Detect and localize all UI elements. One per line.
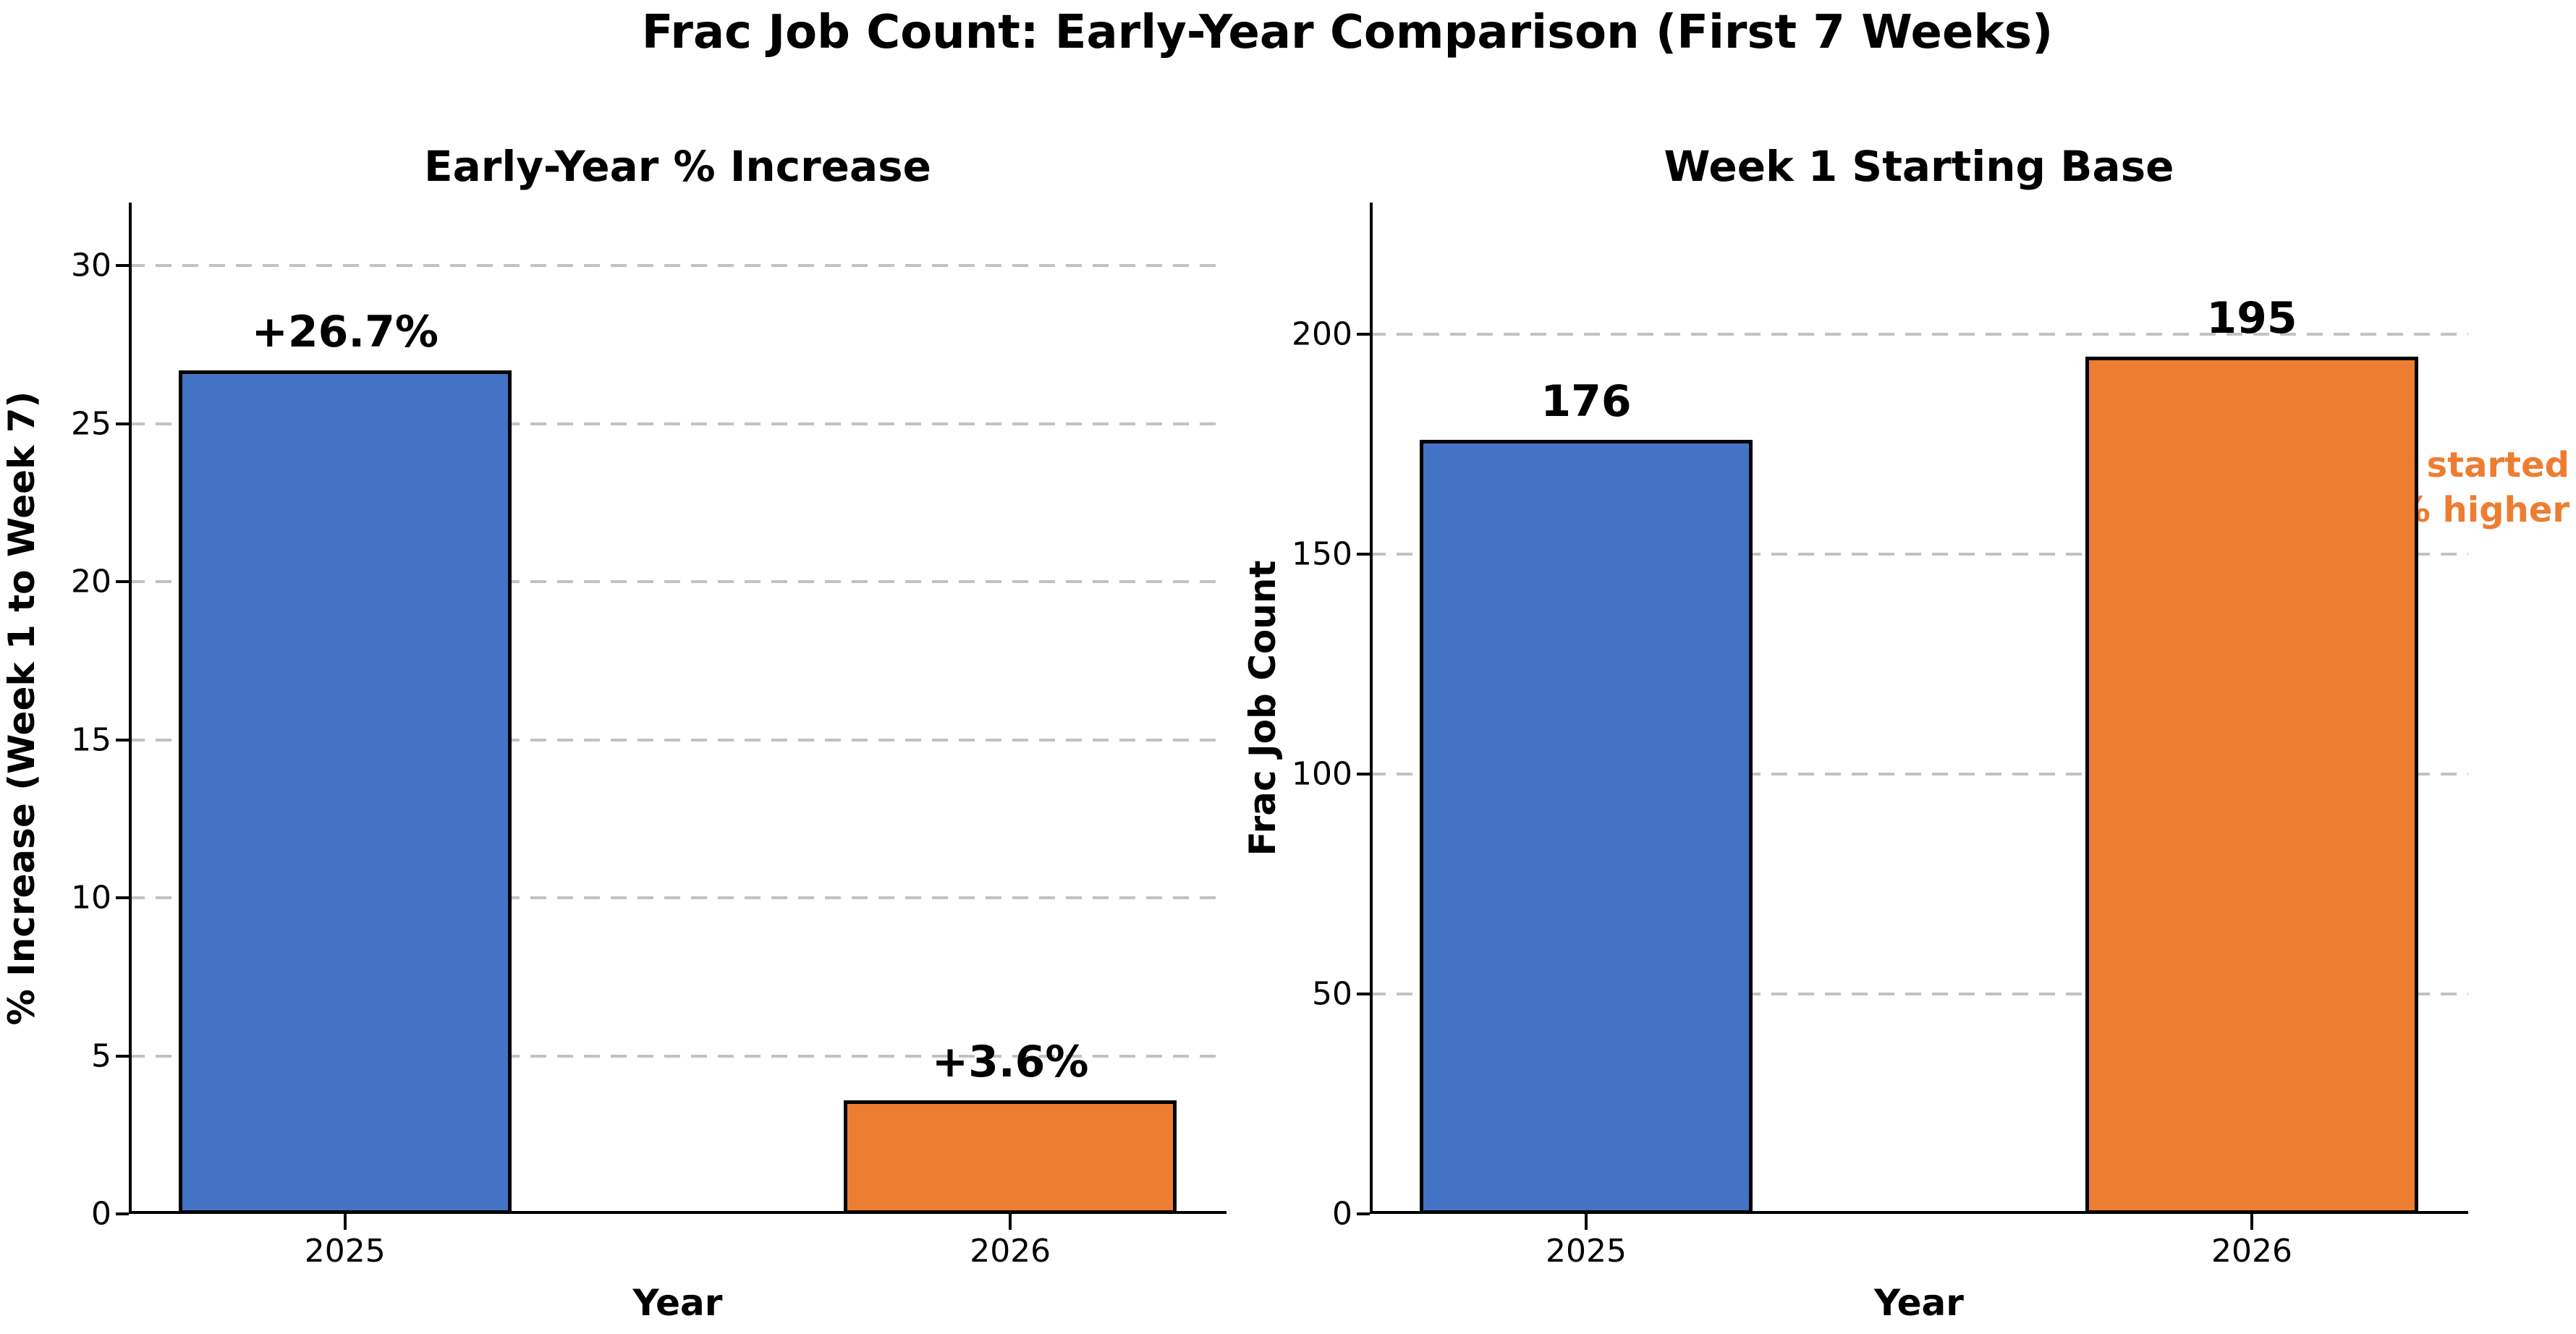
y-tick xyxy=(116,1054,129,1058)
x-tick xyxy=(2250,1214,2253,1230)
y-tick xyxy=(116,896,129,900)
gridline xyxy=(129,580,1226,584)
subplot-week1-base: Week 1 Starting Base Frac Job Count Year… xyxy=(1242,142,2569,1324)
gridline xyxy=(129,1054,1226,1058)
gridline xyxy=(129,738,1226,742)
y-tick xyxy=(1357,993,1370,996)
x-tick xyxy=(1585,1214,1588,1230)
gridline xyxy=(129,264,1226,268)
gridline xyxy=(129,422,1226,425)
y-tick xyxy=(1357,553,1370,556)
y-tick xyxy=(1357,1212,1370,1215)
gridline xyxy=(1370,773,2468,776)
main-title: Frac Job Count: Early-Year Comparison (F… xyxy=(641,6,2054,59)
y-tick xyxy=(116,422,129,425)
subplot-pct-increase: Early-Year % Increase % Increase (Week 1… xyxy=(1,142,1226,1324)
gridline xyxy=(1370,553,2468,556)
bar-2026 xyxy=(844,1100,1177,1214)
y-tick-label: 150 xyxy=(1292,535,1352,573)
bar-2025 xyxy=(178,370,512,1214)
bar-value-label: +3.6% xyxy=(931,1036,1089,1087)
bar-2026 xyxy=(2085,356,2418,1214)
bar-value-label: +26.7% xyxy=(251,306,439,357)
y-axis-spine xyxy=(129,203,132,1214)
bar-2025 xyxy=(1420,440,1753,1214)
y-tick-label: 5 xyxy=(91,1037,111,1075)
subplot-title: Week 1 Starting Base xyxy=(1664,142,2174,191)
x-axis-label: Year xyxy=(1874,1282,1964,1324)
y-tick-label: 25 xyxy=(71,405,111,443)
y-tick-label: 30 xyxy=(71,247,111,284)
subplot-title: Early-Year % Increase xyxy=(423,142,932,191)
x-tick-label: 2025 xyxy=(1546,1233,1627,1270)
x-axis-label: Year xyxy=(632,1282,723,1324)
y-tick-label: 10 xyxy=(71,879,111,917)
x-axis-spine xyxy=(1370,1211,2468,1214)
y-axis-label: Frac Job Count xyxy=(1242,560,1284,857)
gridline xyxy=(129,896,1226,900)
y-tick xyxy=(116,1212,129,1215)
y-tick xyxy=(116,738,129,742)
x-tick xyxy=(343,1214,347,1230)
gridline xyxy=(1370,333,2468,336)
y-tick-label: 15 xyxy=(71,721,111,759)
y-tick xyxy=(116,580,129,584)
gridline xyxy=(1370,993,2468,996)
bar-value-label: 176 xyxy=(1541,376,1632,428)
y-tick xyxy=(1357,333,1370,336)
x-axis-spine xyxy=(129,1211,1226,1214)
y-tick xyxy=(1357,773,1370,776)
y-tick xyxy=(116,264,129,268)
x-tick xyxy=(1009,1214,1012,1230)
y-tick-label: 20 xyxy=(71,563,111,600)
x-tick-label: 2026 xyxy=(970,1233,1051,1270)
y-axis-spine xyxy=(1370,203,1373,1214)
y-tick-label: 0 xyxy=(91,1195,111,1233)
x-tick-label: 2025 xyxy=(304,1233,386,1270)
x-tick-label: 2026 xyxy=(2211,1233,2292,1270)
y-tick-label: 200 xyxy=(1292,315,1352,353)
bar-value-label: 195 xyxy=(2206,292,2297,344)
y-axis-label: % Increase (Week 1 to Week 7) xyxy=(1,391,43,1026)
y-tick-label: 50 xyxy=(1312,975,1352,1013)
y-tick-label: 0 xyxy=(1332,1195,1352,1233)
y-tick-label: 100 xyxy=(1292,755,1352,793)
